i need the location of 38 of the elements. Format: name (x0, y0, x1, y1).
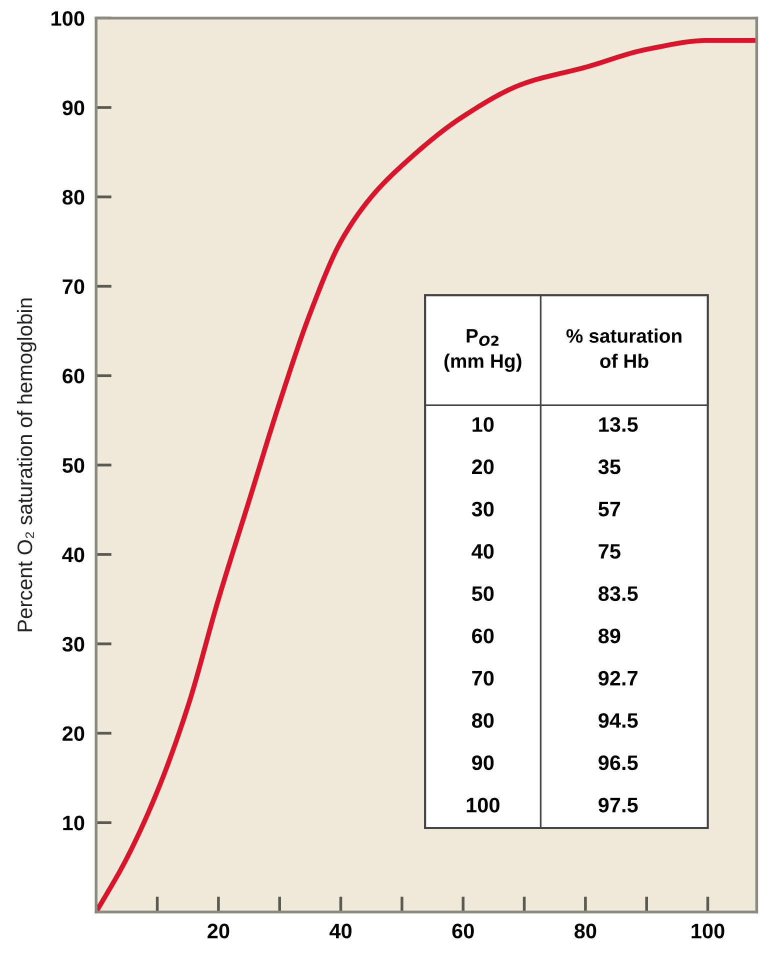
annotation: 60 (472, 628, 494, 644)
annotation: 100 (466, 798, 500, 812)
y-tick-label: 70 (62, 279, 84, 294)
y-tick-label: 100 (52, 11, 84, 26)
x-tick-label: 100 (692, 924, 724, 938)
annotation: 13.5 (599, 417, 638, 432)
y-tick-label: 80 (62, 190, 84, 205)
x-tick-label: 40 (330, 924, 352, 938)
annotation: 89 (598, 628, 620, 644)
annotation: 83.5 (598, 586, 638, 602)
annotation: 92.7 (598, 670, 638, 686)
annotation: 80 (472, 713, 494, 728)
annotation: 35 (598, 459, 620, 474)
y-tick-label: 50 (62, 458, 84, 473)
x-tick-label: 80 (574, 924, 596, 938)
annotation: 75 (598, 544, 620, 559)
annotation: 94.5 (598, 713, 638, 728)
y-tick-label: 20 (62, 726, 84, 741)
annotation: 40 (472, 544, 494, 559)
annotation: 10 (472, 417, 494, 432)
annotation: 70 (472, 670, 494, 686)
annotation: 20 (472, 459, 494, 474)
y-tick-label: 10 (63, 816, 84, 830)
annotation: 57 (598, 502, 620, 516)
x-tick-label: 60 (452, 924, 474, 938)
annotation: P$_{O2}$ (mm Hg) (444, 329, 522, 372)
y-tick-label: 60 (62, 368, 84, 384)
annotation: 96.5 (598, 755, 638, 770)
y-tick-label: 40 (62, 547, 84, 562)
y-tick-label: 30 (62, 636, 84, 652)
annotation: 97.5 (598, 798, 638, 812)
annotation: 90 (472, 755, 494, 770)
annotation: 50 (472, 586, 494, 602)
y-tick-label: 90 (62, 100, 84, 116)
annotation: % saturation of Hb (566, 328, 682, 368)
x-tick-label: 20 (208, 924, 230, 938)
y-axis-title: Percent O₂ saturation of hemoglobin (16, 298, 36, 632)
annotation: 30 (472, 502, 494, 516)
